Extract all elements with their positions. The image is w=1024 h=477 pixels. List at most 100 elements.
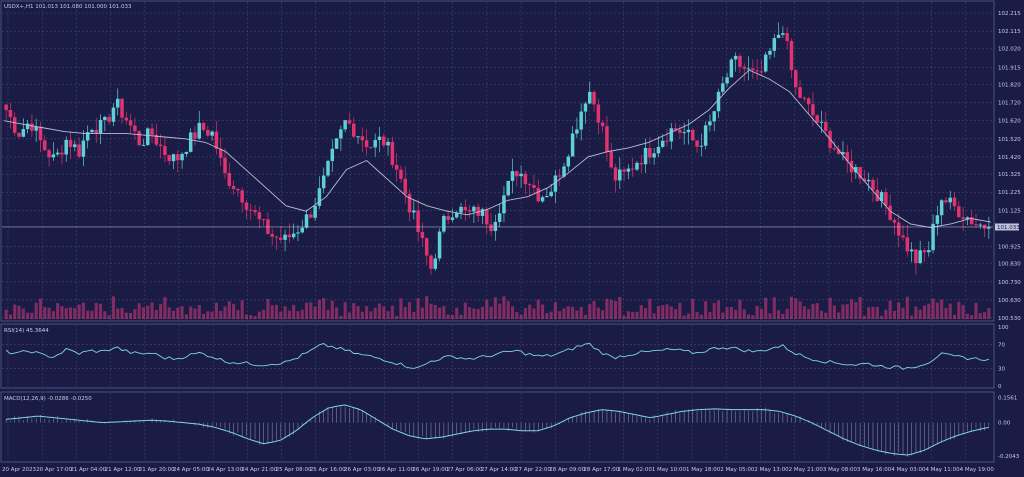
price-tick-label: 100.530 [998,316,1021,322]
time-tick-label: 25 Apr 16:00 [310,467,346,473]
price-panel[interactable]: USDX+,H1 101.013 101.080 101.000 101.033… [0,0,1021,322]
candle-body [382,136,386,146]
time-tick-label: 24 Apr 13:00 [207,467,243,473]
candle-body [227,173,232,186]
volume-bar [965,313,969,319]
volume-bar [270,305,274,319]
volume-bar [583,314,588,319]
candle-body [939,200,944,216]
candle-body [317,188,322,206]
volume-bar [399,298,403,319]
volume-bar [922,305,927,319]
time-tick-label: 21 Apr 12:00 [105,467,141,473]
time-tick-label: 28 Apr 17:00 [583,467,619,473]
volume-bar [918,309,922,319]
volume-bar [880,315,884,319]
volume-bar [639,305,643,319]
candle-body [909,249,914,252]
volume-bar [283,306,287,319]
volume-bar [665,304,669,319]
candle-body [682,132,686,134]
volume-bar [274,304,279,319]
volume-bar [317,299,321,319]
volume-bar [227,301,231,319]
volume-bar [438,307,442,319]
volume-bar [541,304,545,319]
volume-bar [789,296,793,319]
candle-body [450,217,455,220]
volume-bar [832,305,836,319]
volume-bar [952,314,957,319]
volume-bar [189,306,193,319]
candle-body [738,55,742,67]
volume-bar [236,310,240,319]
volume-bar [824,312,828,319]
rsi-panel-frame [0,323,995,389]
volume-bar [498,303,502,319]
candle-body [545,195,549,198]
candle-body [493,221,498,232]
volume-bar [253,315,257,319]
candle-body [746,68,751,70]
candle-body [665,140,669,142]
candle-body [351,123,356,137]
price-tick-label: 100.630 [998,298,1021,304]
candle-body [137,131,141,146]
volume-bar [373,307,377,319]
candle-body [862,178,867,182]
candle-body [557,175,562,177]
candle-body [180,153,184,161]
volume-bar [764,297,768,319]
volume-bar [519,314,523,319]
candle-body [124,117,129,121]
macd-panel-frame [0,391,995,463]
candle-body [141,144,146,146]
volume-bar [455,307,459,319]
rsi-axis: 100 70 30 0 [998,325,1009,390]
candle-body [485,209,489,225]
volume-bar [137,303,141,319]
candle-body [399,169,403,179]
volume-bar [412,311,416,319]
macd-panel[interactable]: MACD(12,26,9) -0.0286 -0.0250 0.1561 0.00… [0,391,1020,463]
volume-bar [429,303,433,319]
macd-histogram [5,406,990,457]
volume-bar [545,313,549,319]
candle-body [90,129,94,133]
volume-bar [43,307,47,319]
candle-body [618,169,622,181]
candle-body [523,173,528,185]
volume-bar [935,302,939,319]
candle-body [613,167,618,181]
candle-body [969,217,974,225]
candle-body [536,188,541,202]
candle-body [948,197,952,203]
volume-bar [528,304,532,319]
volume-bar [300,309,304,319]
candle-body [77,144,81,157]
candle-body [240,190,244,203]
volume-bar [901,307,905,319]
volume-bar [931,298,935,319]
volume-bar [386,311,390,319]
volume-bar [163,297,167,319]
volume-bar [262,309,266,319]
volume-bar [141,307,146,319]
volume-bar [223,306,227,319]
volume-bar [849,299,854,319]
candle-body [832,148,837,150]
macd-signal-line [6,404,990,456]
candle-body [184,151,189,154]
volume-bar [416,298,420,319]
candle-body [691,129,695,141]
candle-body [257,212,262,220]
macd-axis: 0.1561 0.00 -0.2043 [998,395,1020,460]
candle-body [206,129,210,136]
volume-bar [167,307,171,319]
volume-bar [111,296,115,319]
candle-body [592,91,596,105]
rsi-panel[interactable]: RSI(14) 45.3644 100 70 30 0 [0,323,1009,390]
time-tick-label: 1 May 02:00 [618,467,653,473]
volume-bar [631,311,635,319]
time-tick-label: 24 Apr 21:00 [241,467,277,473]
